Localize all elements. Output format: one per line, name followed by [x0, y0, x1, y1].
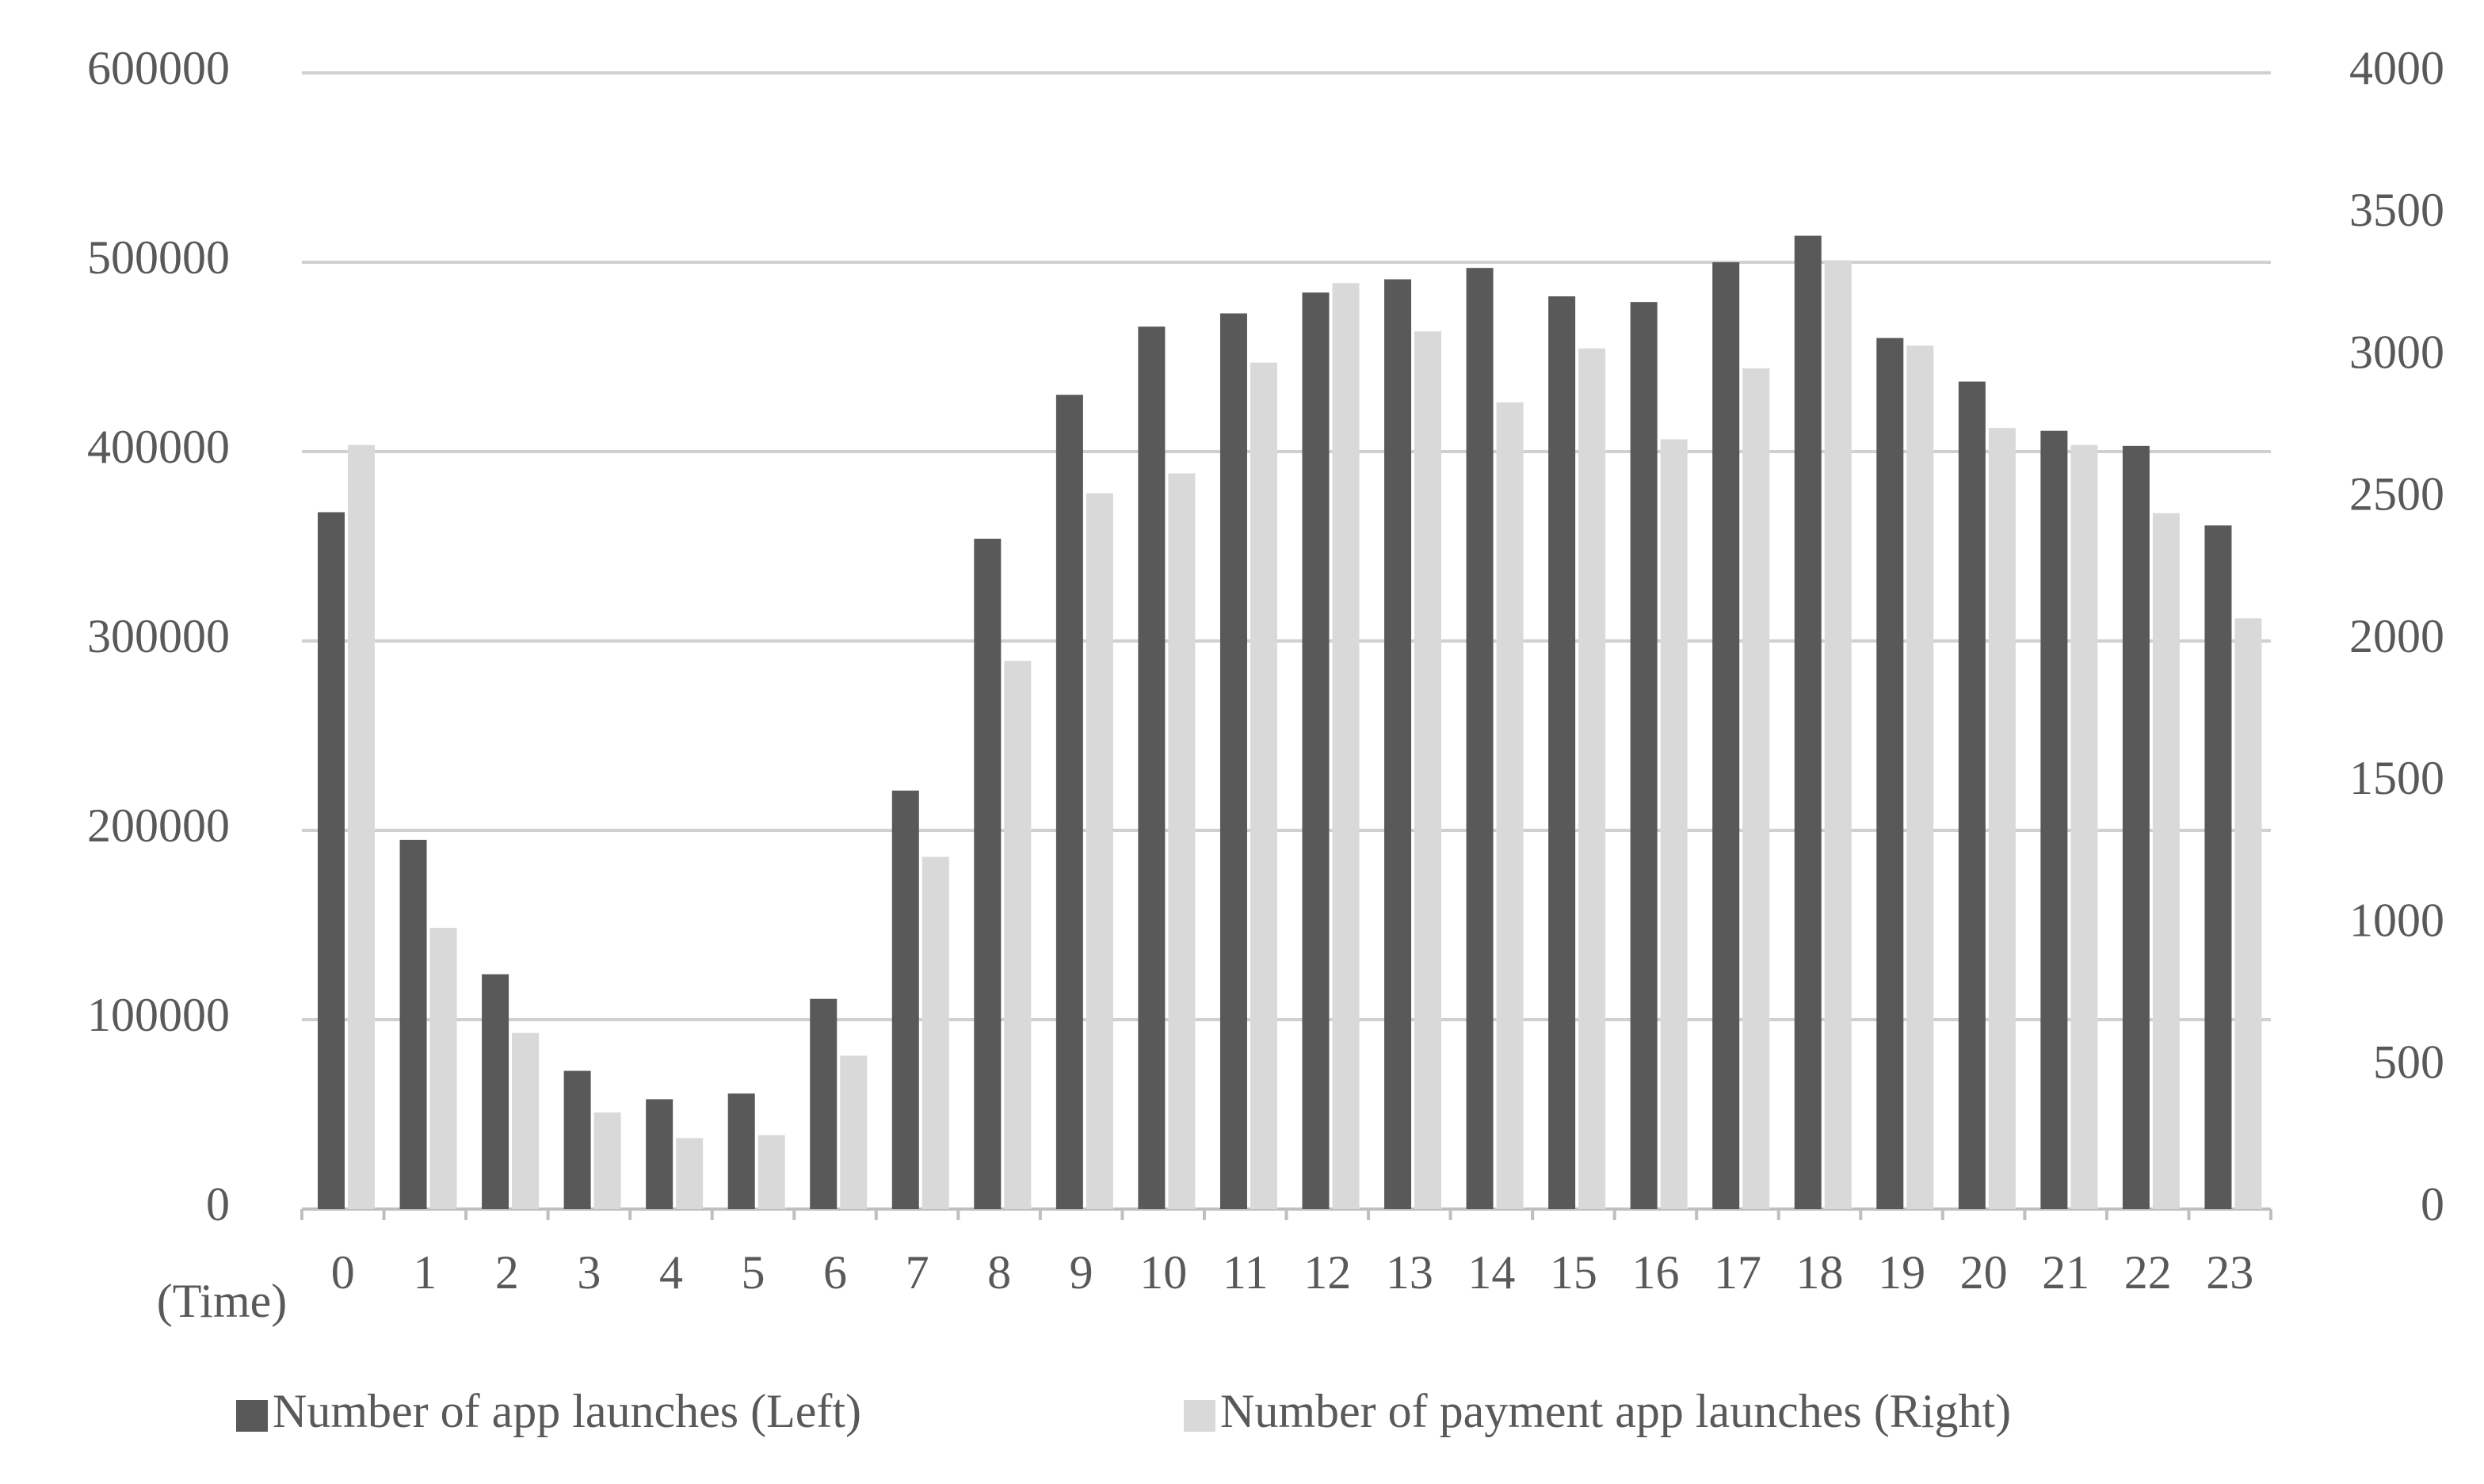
x-tick-label: 17: [1714, 1246, 1761, 1299]
y2-tick-label: 3500: [2349, 184, 2444, 236]
x-tick-label: 14: [1467, 1246, 1515, 1299]
x-tick-label: 2: [495, 1246, 519, 1299]
x-tick-label: 18: [1796, 1246, 1844, 1299]
legend-label: Number of payment app launches (Right): [1220, 1385, 2011, 1437]
bar: [1876, 338, 1904, 1210]
x-tick-label: 3: [577, 1246, 601, 1299]
bar: [429, 928, 457, 1209]
y2-tick-label: 500: [2373, 1036, 2444, 1089]
x-tick-label: 0: [331, 1246, 355, 1299]
y-tick-label: 600000: [87, 42, 230, 94]
bar: [318, 512, 345, 1209]
bar: [1630, 302, 1658, 1210]
y-tick-label: 300000: [87, 610, 230, 662]
bar: [921, 856, 949, 1209]
bar: [1384, 279, 1412, 1209]
bar: [1055, 395, 1083, 1209]
bar: [1496, 402, 1524, 1209]
bar: [1302, 292, 1330, 1209]
y2-tick-label: 1000: [2349, 894, 2444, 946]
bar: [891, 790, 919, 1209]
x-tick-label: 21: [2042, 1246, 2089, 1299]
bar: [1466, 268, 1494, 1209]
x-tick-label: 11: [1223, 1246, 1269, 1299]
bar: [1906, 345, 1934, 1209]
x-tick-label: 22: [2124, 1246, 2172, 1299]
y2-tick-label: 0: [2421, 1178, 2444, 1230]
x-tick-label: 7: [906, 1246, 929, 1299]
bar: [348, 444, 375, 1209]
x-tick-label: 23: [2206, 1246, 2253, 1299]
x-tick-label: 19: [1878, 1246, 1925, 1299]
bar: [727, 1093, 755, 1209]
bar: [482, 974, 509, 1209]
x-tick-label: 9: [1070, 1246, 1093, 1299]
bar: [646, 1099, 673, 1209]
bar: [2040, 430, 2068, 1209]
bar: [1712, 262, 1740, 1209]
bar: [840, 1055, 868, 1209]
legend-swatch: [1184, 1400, 1215, 1432]
bar: [1660, 439, 1688, 1209]
bar: [1004, 661, 1032, 1209]
bar: [2152, 513, 2180, 1209]
bar: [676, 1138, 704, 1209]
bar: [1742, 368, 1770, 1210]
bar: [1988, 428, 2016, 1209]
bar: [1168, 473, 1196, 1209]
bar: [2070, 444, 2098, 1209]
bar: [1332, 283, 1360, 1209]
y2-tick-label: 1500: [2349, 752, 2444, 804]
bar: [1578, 348, 1606, 1209]
x-tick-label: 6: [823, 1246, 847, 1299]
x-tick-label: 15: [1550, 1246, 1597, 1299]
legend-label: Number of app launches (Left): [273, 1385, 861, 1437]
y2-tick-label: 2000: [2349, 610, 2444, 662]
bar: [1958, 381, 1986, 1209]
x-tick-label: 8: [987, 1246, 1011, 1299]
x-tick-label: 5: [741, 1246, 765, 1299]
bar: [1794, 235, 1822, 1209]
x-tick-label: 13: [1386, 1246, 1433, 1299]
x-tick-label: 16: [1631, 1246, 1679, 1299]
bar: [2122, 445, 2150, 1209]
legend-swatch: [236, 1400, 268, 1432]
bar: [757, 1135, 785, 1209]
y2-tick-label: 2500: [2349, 468, 2444, 521]
bar: [563, 1070, 591, 1209]
y-tick-label: 200000: [87, 799, 230, 852]
x-tick-label: 20: [1960, 1246, 2008, 1299]
y-tick-label: 500000: [87, 231, 230, 284]
bar: [1138, 326, 1166, 1209]
bar: [399, 839, 427, 1209]
bar: [2234, 618, 2262, 1209]
bar: [1824, 260, 1852, 1209]
bar: [512, 1032, 540, 1209]
bar: [974, 538, 1002, 1209]
bar: [1250, 362, 1277, 1209]
y-tick-label: 100000: [87, 989, 230, 1041]
x-tick-label: 1: [413, 1246, 437, 1299]
x-tick-label: 12: [1303, 1246, 1351, 1299]
bar: [593, 1112, 621, 1209]
y-tick-label: 0: [206, 1178, 230, 1230]
bar: [2204, 525, 2232, 1209]
bar: [1414, 331, 1442, 1209]
bar: [1219, 313, 1247, 1209]
bar: [1548, 296, 1576, 1209]
y2-tick-label: 3000: [2349, 326, 2444, 378]
x-tick-label: 10: [1139, 1246, 1187, 1299]
bar: [1086, 493, 1113, 1209]
bar: [810, 998, 838, 1209]
x-tick-label: 4: [659, 1246, 683, 1299]
y-tick-label: 400000: [87, 421, 230, 473]
y2-tick-label: 4000: [2349, 42, 2444, 94]
x-axis-label: (Time): [157, 1275, 287, 1327]
